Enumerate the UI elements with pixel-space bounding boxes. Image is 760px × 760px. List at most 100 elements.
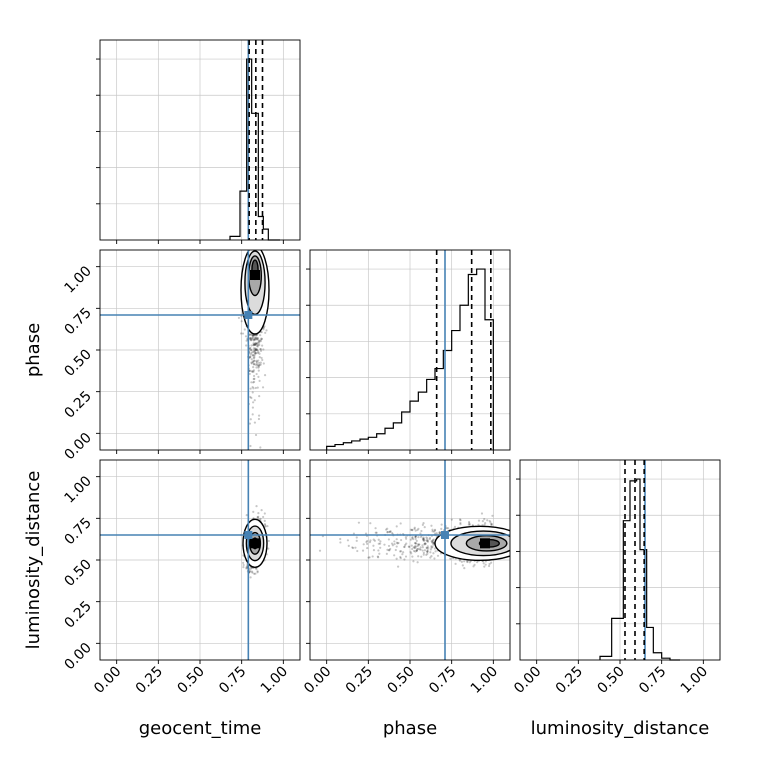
sample-point: [420, 529, 423, 533]
sample-point: [248, 356, 251, 359]
sample-point: [257, 351, 260, 354]
sample-point: [391, 531, 394, 535]
sample-point: [259, 347, 262, 351]
sample-point: [414, 550, 417, 553]
sample-point: [252, 370, 255, 373]
sample-point: [399, 555, 402, 559]
sample-point: [251, 350, 254, 354]
sample-point: [412, 538, 415, 541]
sample-point: [426, 539, 429, 543]
sample-point: [239, 332, 243, 335]
sample-point: [412, 549, 416, 553]
sample-point: [420, 555, 423, 558]
sample-point: [430, 540, 433, 543]
sample-point: [423, 542, 427, 545]
sample-point: [245, 344, 248, 347]
sample-point: [376, 555, 379, 558]
sample-point: [256, 348, 259, 352]
sample-point: [436, 554, 440, 557]
sample-point: [425, 546, 428, 550]
sample-point: [257, 414, 261, 417]
sample-point: [253, 362, 256, 366]
sample-point: [339, 541, 342, 544]
sample-point: [249, 567, 252, 570]
x-tick-label: 1.00: [678, 664, 711, 697]
sample-point: [426, 550, 429, 553]
sample-point: [374, 527, 377, 530]
sample-point: [433, 547, 437, 550]
sample-point: [257, 364, 261, 367]
sample-point: [252, 356, 255, 360]
sample-point: [377, 549, 380, 552]
x-tick-label: 0.75: [216, 664, 249, 697]
sample-point: [251, 336, 255, 339]
sample-point: [434, 532, 437, 535]
sample-point: [253, 343, 257, 346]
sample-point: [439, 531, 442, 535]
sample-point: [252, 342, 255, 345]
sample-point: [490, 522, 493, 526]
sample-point: [252, 374, 256, 378]
sample-point: [419, 548, 422, 551]
sample-point: [426, 540, 430, 543]
sample-point: [249, 337, 252, 340]
sample-point: [472, 565, 475, 568]
sample-point: [433, 528, 437, 531]
x-tick-label: 1.00: [468, 664, 501, 697]
sample-point: [385, 528, 388, 531]
sample-point: [250, 339, 253, 342]
contours: [240, 250, 270, 335]
sample-point: [253, 353, 256, 356]
sample-point: [339, 537, 342, 541]
sample-point: [468, 561, 471, 564]
sample-point: [461, 564, 464, 567]
sample-point: [355, 539, 358, 542]
sample-point: [429, 556, 432, 559]
sample-point: [253, 377, 256, 380]
sample-point: [258, 343, 261, 347]
sample-point: [400, 538, 403, 542]
sample-point: [254, 363, 257, 366]
sample-point: [432, 552, 435, 555]
sample-point: [254, 342, 257, 345]
sample-point: [411, 536, 414, 539]
sample-point: [417, 543, 421, 546]
sample-point: [249, 336, 252, 340]
histogram-step: [599, 478, 680, 661]
sample-point: [254, 352, 257, 355]
sample-point: [483, 565, 486, 568]
sample-point: [480, 512, 484, 515]
sample-point: [414, 529, 417, 532]
sample-point: [252, 365, 255, 369]
sample-point: [253, 399, 256, 402]
sample-point: [426, 545, 429, 548]
sample-point: [409, 538, 412, 541]
sample-point: [473, 563, 476, 566]
sample-point: [377, 556, 380, 559]
sample-point: [262, 362, 265, 365]
sample-point: [261, 358, 264, 362]
sample-point: [426, 539, 430, 542]
sample-point: [397, 541, 400, 545]
sample-point: [264, 524, 267, 527]
sample-point: [415, 549, 418, 552]
sample-point: [375, 531, 378, 534]
x-tick-label: 0.00: [301, 664, 334, 697]
sample-point: [258, 339, 261, 343]
sample-point: [379, 546, 382, 549]
sample-point: [253, 572, 256, 575]
sample-point: [252, 387, 255, 390]
sample-point: [404, 543, 407, 547]
sample-point: [256, 344, 259, 347]
sample-point: [422, 553, 425, 556]
sample-point: [259, 349, 263, 353]
sample-point: [253, 359, 256, 363]
sample-point: [395, 557, 398, 560]
sample-point: [354, 546, 357, 549]
sample-point: [414, 542, 417, 545]
sample-point: [419, 546, 422, 549]
sample-point: [257, 359, 260, 362]
sample-point: [435, 532, 438, 535]
y-tick-label: 0.00: [61, 640, 94, 673]
sample-point: [414, 537, 417, 540]
